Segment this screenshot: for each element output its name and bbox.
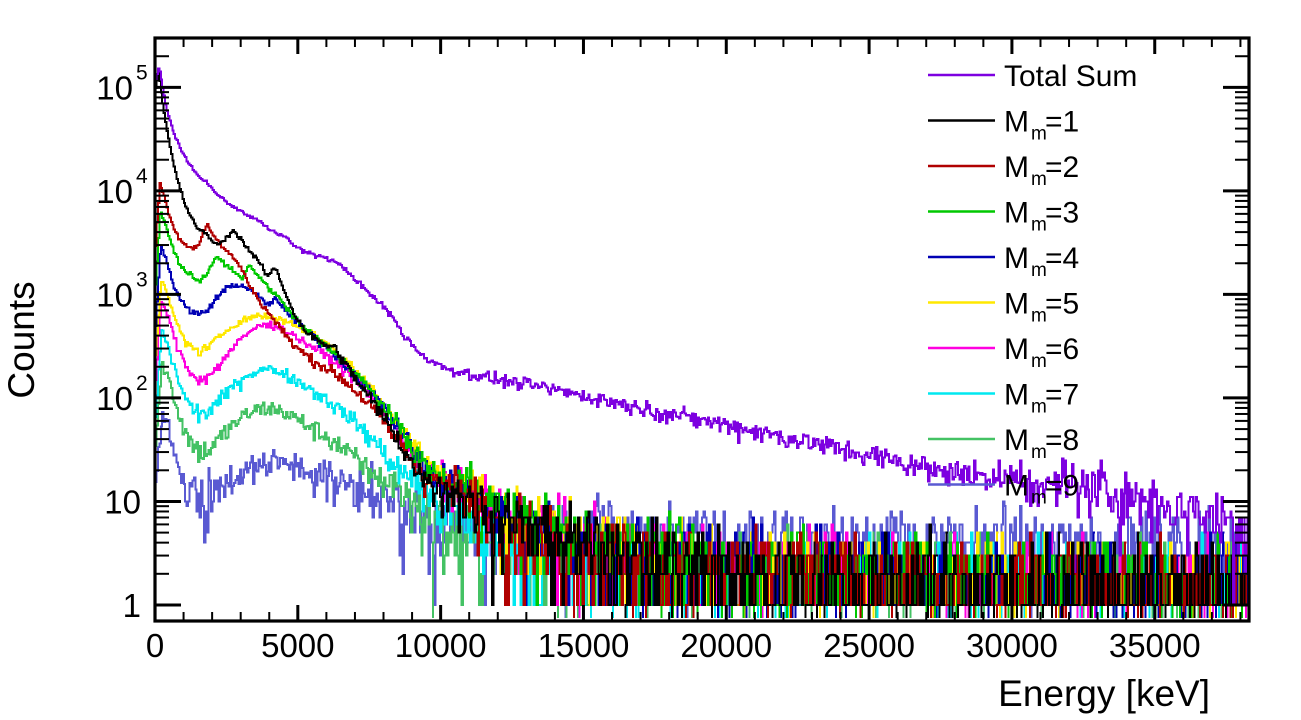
svg-text:3: 3 [136, 268, 148, 291]
legend-label-tail: =7 [1045, 379, 1079, 412]
legend-label: M [1004, 288, 1029, 321]
legend-label-tail: =8 [1045, 424, 1079, 457]
x-tick-label: 15000 [538, 627, 630, 664]
legend-label: M [1004, 151, 1029, 184]
legend-label-tail: =5 [1045, 288, 1079, 321]
y-tick-label: 10 3 [96, 268, 147, 313]
legend-label: Total Sum [1004, 60, 1137, 93]
series-curve [156, 72, 1248, 618]
x-tick-label: 5000 [261, 627, 334, 664]
legend-label-subscript: m [1031, 306, 1047, 327]
legend-label: M [1004, 333, 1029, 366]
y-tick-label: 10 5 [96, 61, 147, 106]
legend-label-subscript: m [1031, 260, 1047, 281]
y-axis-ticks [155, 37, 1249, 607]
y-axis-title: Counts [1, 281, 42, 398]
legend-label-subscript: m [1031, 169, 1047, 190]
legend-label-tail: =4 [1045, 242, 1079, 275]
x-tick-label: 20000 [680, 627, 772, 664]
svg-text:10: 10 [96, 380, 133, 417]
legend-label: M [1004, 197, 1029, 230]
legend-label-tail: =6 [1045, 333, 1079, 366]
svg-text:4: 4 [136, 165, 148, 188]
legend-label-subscript: m [1031, 351, 1047, 372]
svg-text:10: 10 [96, 276, 133, 313]
legend-label: M [1004, 470, 1029, 503]
x-tick-label: 10000 [395, 627, 487, 664]
x-tick-label: 35000 [1109, 627, 1201, 664]
axis-frame [153, 36, 1251, 623]
svg-text:5: 5 [136, 61, 148, 84]
legend-label-subscript: m [1031, 397, 1047, 418]
x-tick-label: 0 [146, 627, 164, 664]
legend-label-tail: =9 [1045, 470, 1079, 503]
legend-label: M [1004, 424, 1029, 457]
legend-label: M [1004, 379, 1029, 412]
series-curve [156, 67, 1248, 618]
legend-label-subscript: m [1031, 215, 1047, 236]
legend-label-subscript: m [1031, 488, 1047, 509]
x-tick-labels: 0 5000 10000 15000 20000 25000 30000 35000 [146, 627, 1201, 664]
legend-label-tail: =1 [1045, 106, 1079, 139]
legend-label: M [1004, 106, 1029, 139]
legend-label-tail: =2 [1045, 151, 1079, 184]
x-tick-label: 30000 [966, 627, 1058, 664]
legend-entry: Total Sum [928, 60, 1137, 93]
legend-label-subscript: m [1031, 442, 1047, 463]
y-tick-label: 10 2 [96, 372, 147, 417]
legend-label: M [1004, 242, 1029, 275]
x-axis-title: Energy [keV] [998, 673, 1210, 714]
x-axis-ticks [153, 38, 1242, 621]
y-tick-label: 10 4 [96, 165, 148, 210]
x-tick-label: 25000 [823, 627, 915, 664]
y-tick-label: 10 [104, 483, 141, 520]
svg-text:10: 10 [96, 69, 133, 106]
svg-text:10: 10 [96, 173, 133, 210]
legend-label-tail: =3 [1045, 197, 1079, 230]
legend-label-subscript: m [1031, 124, 1047, 145]
svg-text:2: 2 [136, 372, 148, 395]
y-tick-label: 1 [123, 587, 141, 624]
